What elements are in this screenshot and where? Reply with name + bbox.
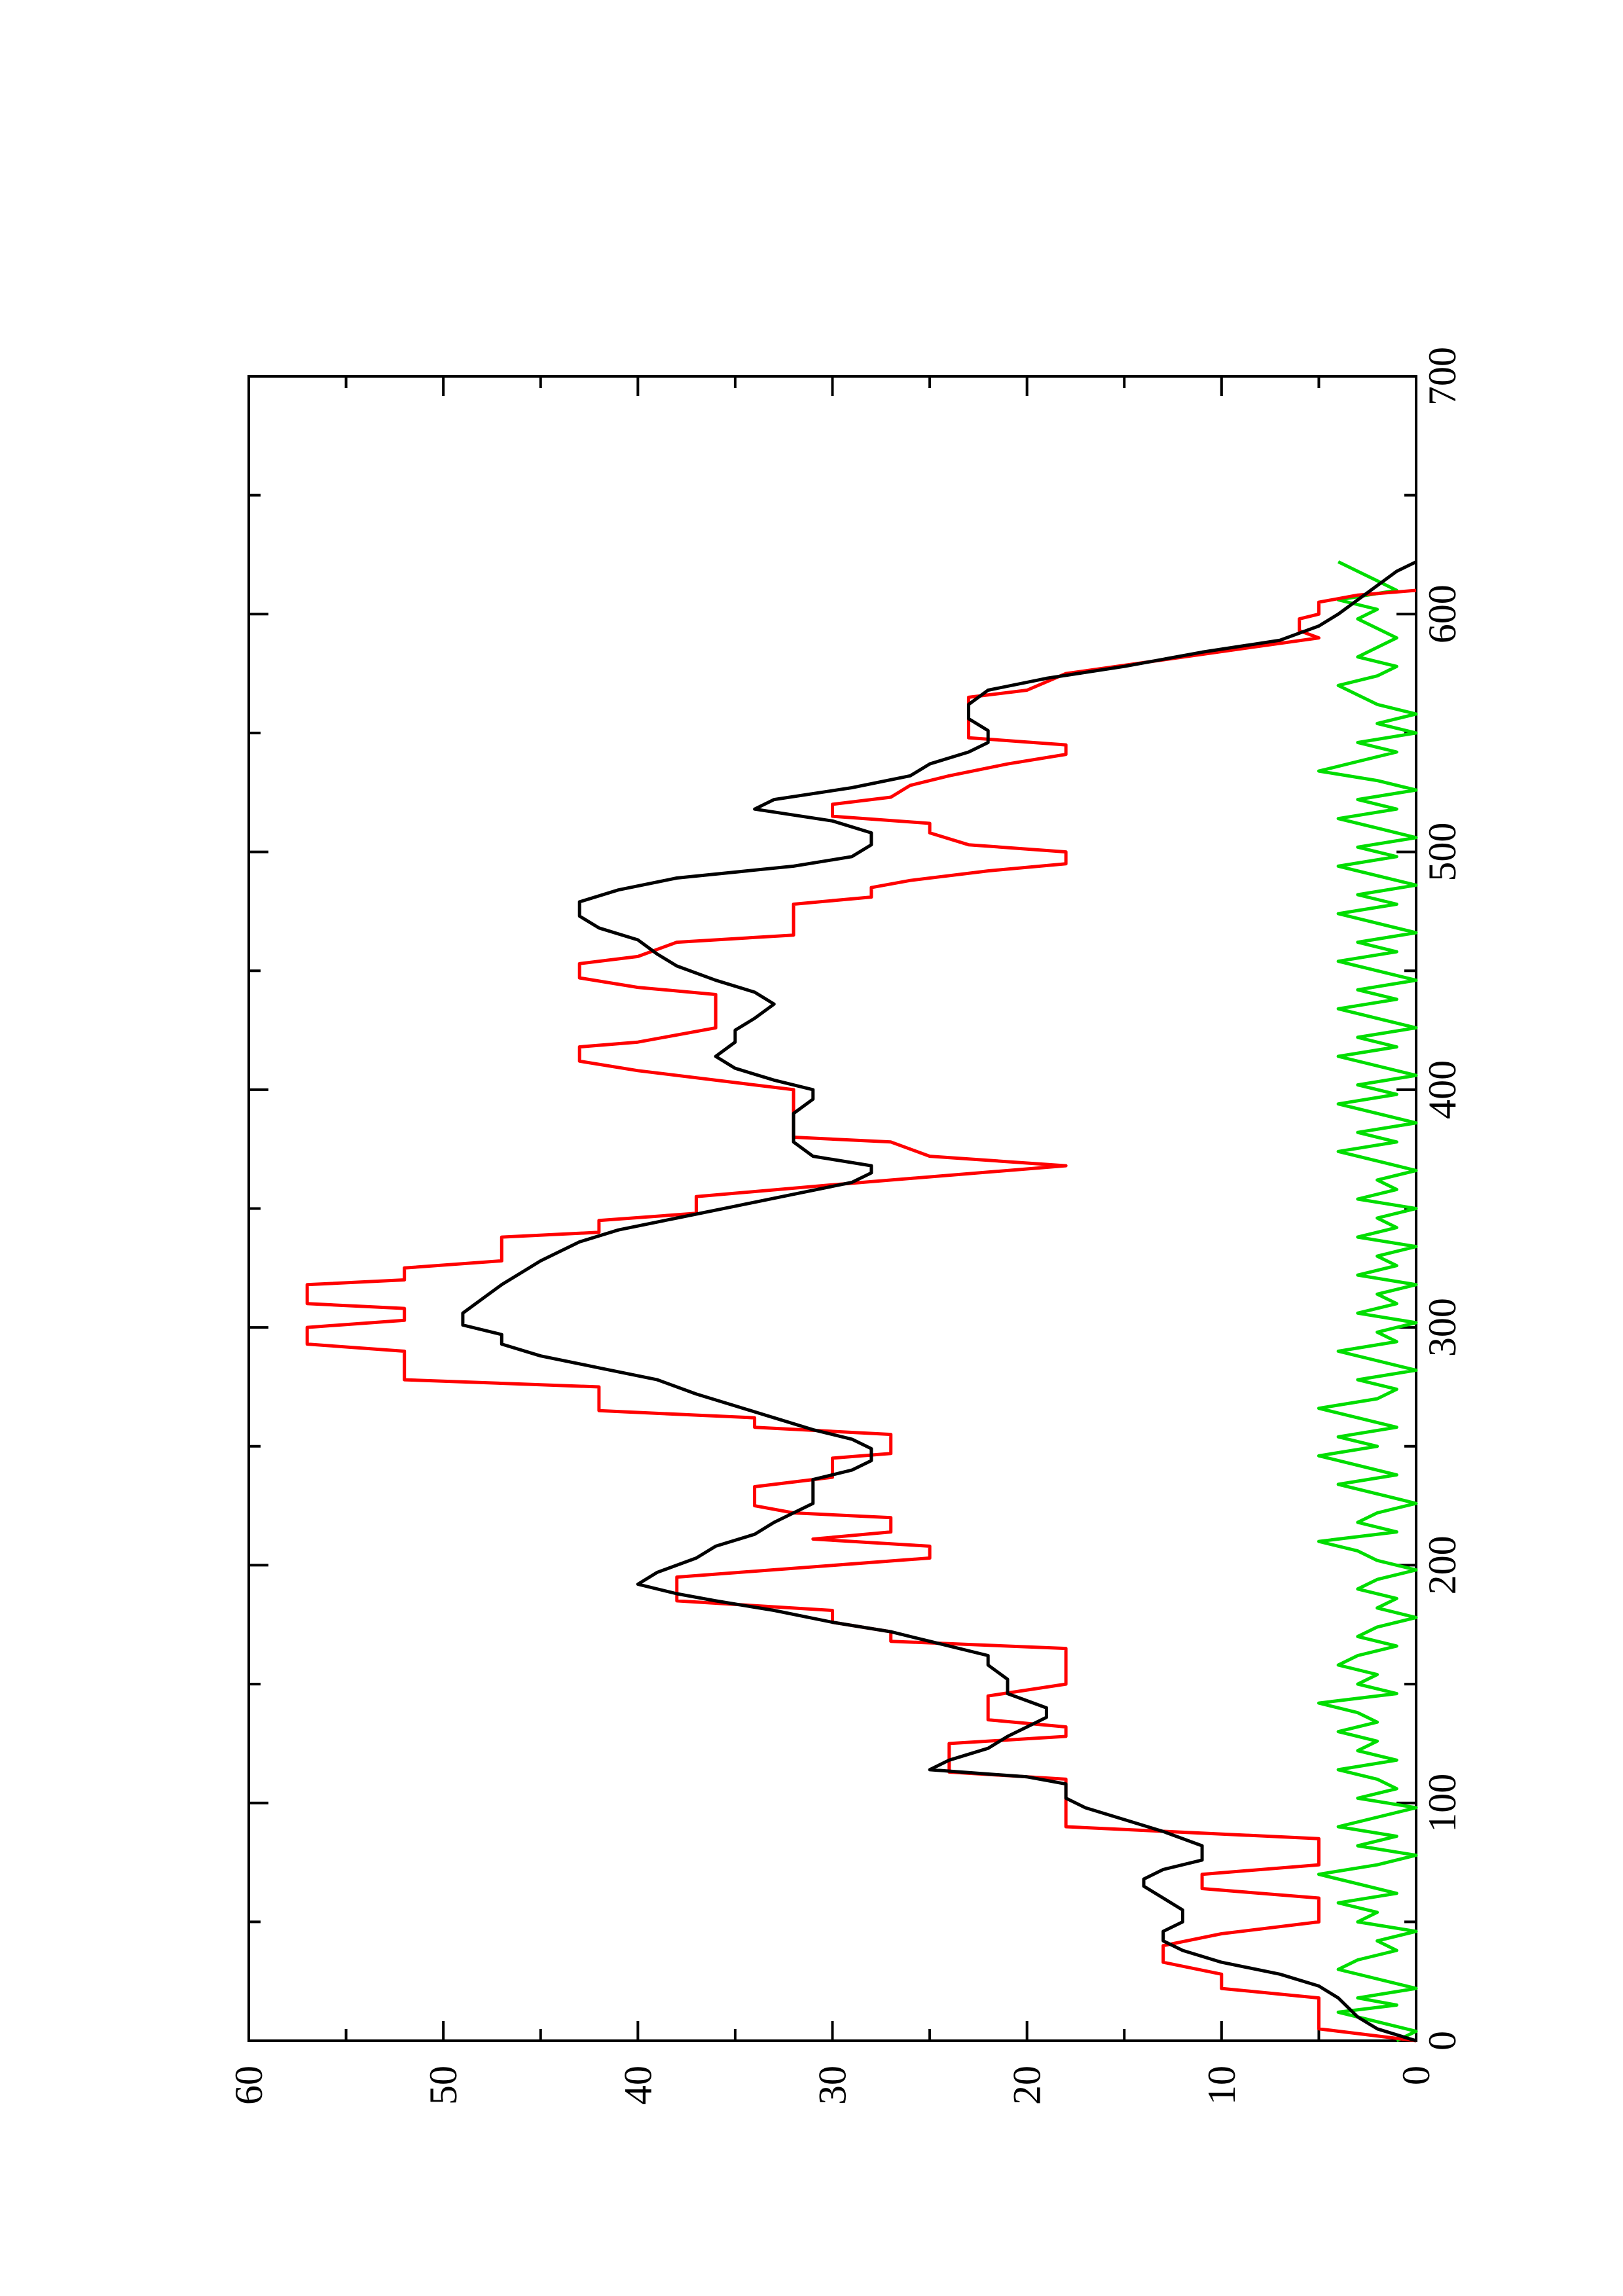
x-tick-label: 400 <box>1421 1060 1464 1119</box>
x-tick-label: 700 <box>1421 347 1464 406</box>
black-smooth-series-line <box>461 560 1417 2043</box>
series-layer <box>305 560 1418 2043</box>
y-tick-label: 50 <box>422 2066 465 2105</box>
plot-frame <box>247 375 1417 2042</box>
x-tick-label: 300 <box>1421 1298 1464 1357</box>
y-tick-label: 60 <box>227 2066 270 2105</box>
x-tick-label: 200 <box>1421 1535 1464 1594</box>
x-tick-label: 600 <box>1421 584 1464 643</box>
y-tick-label: 30 <box>811 2066 854 2105</box>
y-tick-label: 40 <box>616 2066 659 2105</box>
y-tick-label: 0 <box>1395 2066 1438 2085</box>
green-noise-series-line <box>1317 560 1418 2043</box>
axis-tick-labels: 0 100 200 300 400 500 600 700 0 10 20 30 40 50 60 <box>227 347 1464 2105</box>
x-tick-label: 500 <box>1421 823 1464 882</box>
y-tick-label: 10 <box>1200 2066 1243 2105</box>
x-tick-label: 100 <box>1421 1774 1464 1833</box>
red-step-series-line <box>305 588 1417 2043</box>
y-tick-label: 20 <box>1006 2066 1049 2105</box>
x-tick-label: 0 <box>1421 2031 1464 2051</box>
axis-ticks <box>247 375 1417 2042</box>
